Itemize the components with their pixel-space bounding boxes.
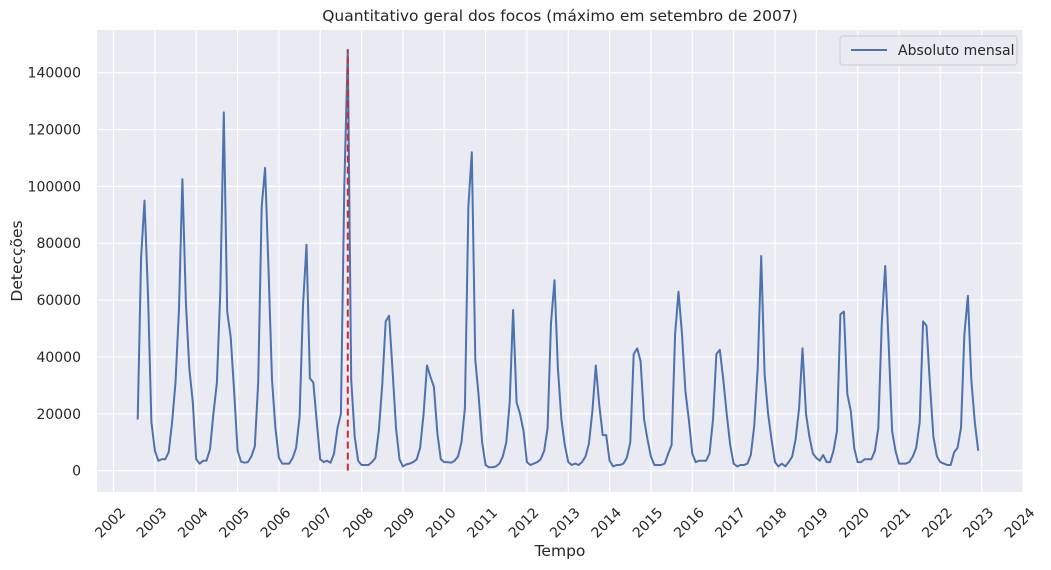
y-tick-label: 20000 bbox=[36, 407, 81, 423]
x-tick-label: 2004 bbox=[175, 505, 212, 542]
y-gridlines bbox=[97, 72, 1023, 472]
x-tick-label: 2013 bbox=[547, 505, 584, 542]
x-tick-label: 2023 bbox=[961, 505, 998, 542]
x-gridlines bbox=[112, 30, 1024, 492]
y-tick-label: 40000 bbox=[36, 350, 81, 366]
x-tick-label: 2003 bbox=[134, 505, 171, 542]
chart-title: Quantitativo geral dos focos (máximo em … bbox=[322, 7, 798, 25]
x-tick-label: 2019 bbox=[795, 505, 832, 542]
series-line-0 bbox=[136, 48, 980, 469]
x-tick-label: 2010 bbox=[423, 505, 460, 542]
x-axis-label: Tempo bbox=[534, 542, 586, 560]
x-tick-label: 2015 bbox=[630, 505, 667, 542]
x-tick-label: 2014 bbox=[589, 505, 626, 542]
series-group bbox=[136, 48, 980, 469]
x-tick-label: 2008 bbox=[340, 505, 377, 542]
x-tick-label: 2006 bbox=[258, 505, 295, 542]
y-tick-label: 60000 bbox=[36, 293, 81, 309]
x-tick-label: 2021 bbox=[878, 505, 915, 542]
y-tick-label: 100000 bbox=[28, 179, 81, 195]
y-tick-label: 120000 bbox=[28, 123, 81, 139]
y-tick-label: 0 bbox=[72, 464, 81, 480]
x-tick-label: 2012 bbox=[506, 505, 543, 542]
x-tick-label: 2002 bbox=[92, 505, 129, 542]
y-tick-label: 80000 bbox=[36, 236, 81, 252]
x-tick-label: 2022 bbox=[919, 505, 956, 542]
x-tick-label: 2009 bbox=[382, 505, 419, 542]
x-tick-label: 2011 bbox=[465, 505, 502, 542]
x-tick-label: 2017 bbox=[713, 505, 750, 542]
y-tick-label: 140000 bbox=[28, 66, 81, 82]
plot-area bbox=[97, 30, 1023, 492]
legend-label: Absoluto mensal bbox=[898, 43, 1014, 59]
x-tick-label: 2020 bbox=[837, 505, 874, 542]
legend-box bbox=[839, 35, 1018, 66]
x-tick-label: 2005 bbox=[216, 505, 253, 542]
x-tick-label: 2024 bbox=[1002, 505, 1039, 542]
x-tick-labels: 2002 2003 2004 2005 2006 2007 2008 2009 2010 2011… bbox=[92, 505, 1038, 542]
y-axis-label: Detecções bbox=[8, 220, 26, 301]
x-tick-label: 2016 bbox=[671, 505, 708, 542]
legend: Absoluto mensal bbox=[839, 35, 1018, 66]
y-tick-labels: 0 20000 40000 60000 80000 100000 120000 140000 bbox=[28, 66, 81, 480]
x-tick-label: 2007 bbox=[299, 505, 336, 542]
x-tick-label: 2018 bbox=[754, 505, 791, 542]
